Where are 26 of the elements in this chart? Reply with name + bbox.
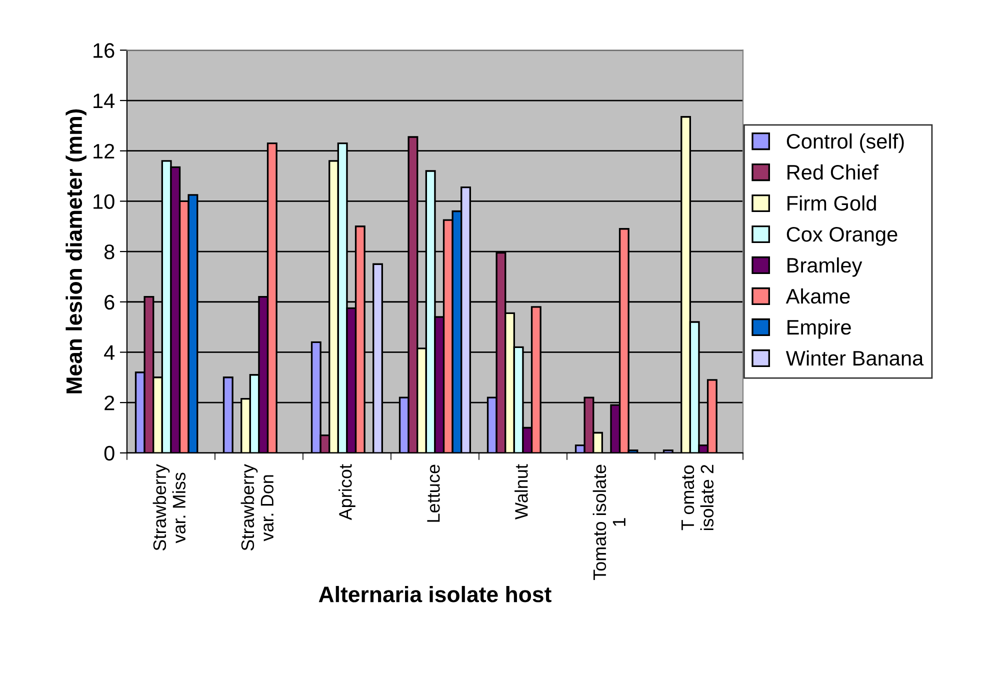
y-tick-label: 14 [94,94,115,108]
x-tick-label: Walnut [514,464,528,520]
x-tick-label: Strawberry var. Miss [152,464,186,550]
y-tick-label: 0 [104,446,114,461]
x-tick-label: Strawberry var. Don [240,464,274,550]
legend-label: Red Chief [788,164,878,180]
x-axis-title: Alternaria isolate host [318,586,552,602]
x-tick-label: Tomato isolate 1 [592,464,626,580]
y-tick-label: 4 [104,345,115,360]
y-tick-label: 10 [94,194,114,209]
legend-label: Akame [786,288,850,304]
y-tick-label: 16 [94,43,114,58]
y-tick-label: 12 [94,144,114,158]
legend-label: Empire [788,319,851,339]
y-tick-label: 8 [104,244,114,260]
x-tick-label: Apricot [338,464,356,520]
y-axis-title: Mean lesion diameter (mm) [66,109,86,394]
legend-label: Firm Gold [788,195,876,211]
y-tick-label: 2 [104,396,114,410]
legend-label: Cox Orange [786,226,898,246]
legend-label: Bramley [788,257,862,277]
legend-label: Winter Banana [786,350,924,366]
y-tick-label: 6 [104,294,114,310]
x-tick-label: Lettuce [427,464,440,522]
legend-label: Control (self) [786,133,904,153]
x-tick-label: T omato isolate 2 [682,464,714,530]
